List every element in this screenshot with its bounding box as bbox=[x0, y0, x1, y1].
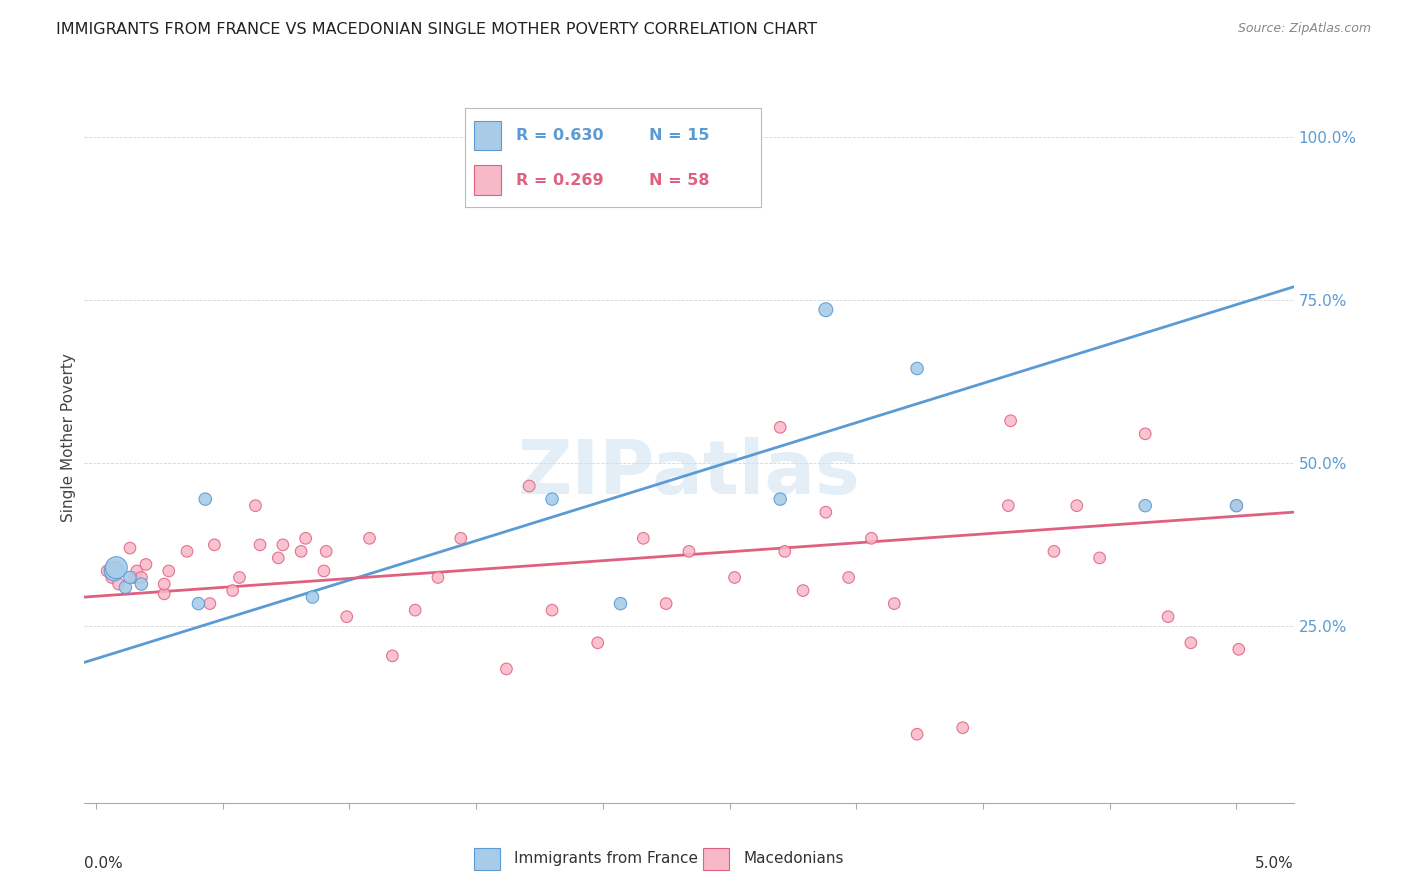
Point bbox=[221, 583, 243, 598]
Point bbox=[105, 560, 128, 574]
Point bbox=[633, 531, 655, 545]
Text: Macedonians: Macedonians bbox=[744, 851, 844, 866]
Point bbox=[450, 531, 472, 545]
Bar bbox=[474, 120, 501, 151]
Text: R = 0.630: R = 0.630 bbox=[516, 128, 603, 143]
Point bbox=[427, 570, 450, 584]
Point bbox=[96, 564, 118, 578]
Point bbox=[176, 544, 198, 558]
Point bbox=[198, 597, 221, 611]
Point bbox=[290, 544, 312, 558]
Point bbox=[312, 564, 335, 578]
Point bbox=[336, 609, 359, 624]
Bar bbox=[474, 165, 501, 194]
Point bbox=[267, 550, 290, 565]
Point bbox=[153, 587, 176, 601]
Point bbox=[773, 544, 796, 558]
Text: Immigrants from France: Immigrants from France bbox=[515, 851, 699, 866]
Point bbox=[404, 603, 426, 617]
Point bbox=[495, 662, 517, 676]
Point bbox=[153, 577, 176, 591]
Point bbox=[792, 583, 814, 598]
Point bbox=[814, 505, 837, 519]
Text: IMMIGRANTS FROM FRANCE VS MACEDONIAN SINGLE MOTHER POVERTY CORRELATION CHART: IMMIGRANTS FROM FRANCE VS MACEDONIAN SIN… bbox=[56, 22, 817, 37]
Point bbox=[1180, 636, 1202, 650]
Point bbox=[294, 531, 316, 545]
Point bbox=[118, 541, 141, 555]
Point bbox=[249, 538, 271, 552]
Point bbox=[135, 558, 157, 572]
Point bbox=[952, 721, 974, 735]
Point bbox=[769, 420, 792, 434]
Point bbox=[359, 531, 381, 545]
Point bbox=[245, 499, 267, 513]
Bar bbox=[703, 847, 730, 870]
Y-axis label: Single Mother Poverty: Single Mother Poverty bbox=[60, 352, 76, 522]
Point bbox=[131, 570, 153, 584]
Point bbox=[125, 564, 148, 578]
Point bbox=[838, 570, 860, 584]
Text: R = 0.269: R = 0.269 bbox=[516, 172, 603, 187]
Point bbox=[228, 570, 250, 584]
Point bbox=[124, 570, 146, 584]
Point bbox=[1225, 499, 1247, 513]
Point bbox=[905, 361, 928, 376]
Point bbox=[301, 590, 323, 604]
Point bbox=[655, 597, 678, 611]
Point bbox=[103, 564, 125, 578]
Point bbox=[187, 597, 209, 611]
Point bbox=[1227, 642, 1250, 657]
Point bbox=[103, 560, 125, 574]
Point bbox=[678, 544, 700, 558]
Point bbox=[541, 492, 564, 507]
Point bbox=[1225, 499, 1247, 513]
Point bbox=[586, 636, 609, 650]
Point bbox=[157, 564, 180, 578]
Point bbox=[1066, 499, 1088, 513]
Point bbox=[905, 727, 928, 741]
Point bbox=[100, 570, 122, 584]
Point bbox=[131, 577, 153, 591]
Point bbox=[814, 302, 837, 317]
Text: 5.0%: 5.0% bbox=[1254, 856, 1294, 871]
Text: Source: ZipAtlas.com: Source: ZipAtlas.com bbox=[1237, 22, 1371, 36]
Point bbox=[315, 544, 337, 558]
Point bbox=[541, 603, 564, 617]
Text: 0.0%: 0.0% bbox=[84, 856, 124, 871]
Point bbox=[1043, 544, 1066, 558]
Point bbox=[202, 538, 225, 552]
Point bbox=[118, 570, 141, 584]
Point bbox=[1135, 499, 1157, 513]
Point bbox=[1088, 550, 1111, 565]
Text: N = 15: N = 15 bbox=[650, 128, 710, 143]
Point bbox=[107, 577, 129, 591]
Text: N = 58: N = 58 bbox=[650, 172, 710, 187]
Point bbox=[609, 597, 631, 611]
Bar bbox=[474, 847, 501, 870]
Point bbox=[1157, 609, 1180, 624]
Point bbox=[1000, 414, 1022, 428]
Point bbox=[194, 492, 217, 507]
Point bbox=[517, 479, 540, 493]
Point bbox=[1135, 426, 1157, 441]
Point bbox=[723, 570, 745, 584]
Point bbox=[883, 597, 905, 611]
Point bbox=[271, 538, 294, 552]
Text: ZIPatlas: ZIPatlas bbox=[517, 437, 860, 510]
Point bbox=[114, 580, 136, 594]
Point bbox=[381, 648, 404, 663]
Point bbox=[769, 492, 792, 507]
Point bbox=[997, 499, 1019, 513]
Point bbox=[860, 531, 883, 545]
